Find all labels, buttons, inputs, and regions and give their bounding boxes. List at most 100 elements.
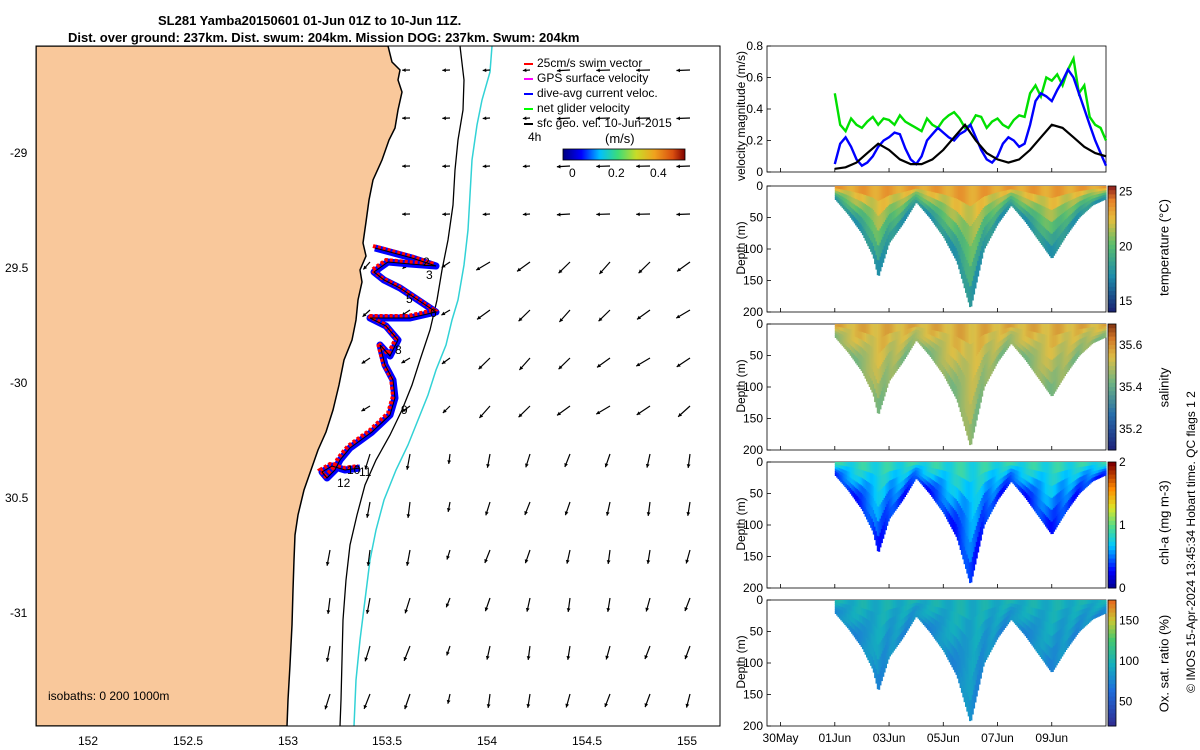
section-cell — [887, 353, 890, 364]
section-cell — [871, 484, 874, 497]
section-cell — [997, 216, 1000, 224]
section-cell — [965, 688, 967, 707]
colorbar-cell — [1108, 571, 1116, 576]
section-cell — [998, 186, 1001, 193]
section-cell — [1011, 327, 1014, 332]
section-cell — [1034, 340, 1037, 349]
section-cell — [1046, 197, 1049, 209]
section-cell — [836, 610, 839, 614]
section-cell — [917, 612, 920, 616]
section-cell — [845, 190, 848, 196]
section-cell — [971, 280, 974, 301]
section-cell — [870, 654, 873, 666]
section-cell — [933, 217, 936, 225]
section-cell — [875, 255, 878, 270]
section-cell — [834, 326, 837, 329]
section-cell — [836, 474, 839, 478]
section-cell — [992, 615, 995, 624]
section-cell — [932, 630, 935, 637]
section-cell — [975, 202, 978, 219]
section-cell — [887, 471, 890, 483]
section-cell — [1091, 337, 1094, 341]
section-cell — [965, 412, 967, 431]
section-cell — [851, 197, 854, 204]
section-cell — [864, 231, 867, 241]
section-cell — [1077, 196, 1080, 203]
section-cell — [1020, 477, 1023, 484]
section-cell — [1054, 357, 1057, 370]
section-cell — [943, 487, 946, 497]
section-cell — [997, 474, 1000, 481]
section-cell — [905, 334, 908, 341]
section-cell — [902, 330, 905, 337]
section-cell — [901, 343, 904, 351]
section-cell — [834, 332, 837, 336]
section-cell — [834, 192, 837, 196]
section-cell — [1077, 489, 1080, 495]
section-cell — [855, 356, 858, 364]
section-cell — [924, 332, 927, 338]
section-cell — [1074, 354, 1077, 361]
section-cell — [940, 339, 943, 349]
section-cell — [880, 324, 883, 338]
section-cell — [1073, 343, 1076, 351]
scale-label: 4h — [528, 130, 542, 144]
section-cell — [1068, 201, 1070, 210]
lon-tick: 152 — [78, 734, 99, 748]
section-cell — [936, 614, 939, 622]
section-cell — [944, 489, 947, 499]
section-cell — [1077, 329, 1080, 336]
section-cell — [1045, 504, 1047, 516]
section-cell — [1073, 481, 1076, 489]
section-cell — [1095, 467, 1098, 472]
section-cell — [1054, 379, 1057, 392]
velocity-vector-head — [365, 609, 370, 614]
section-cell — [997, 600, 1000, 607]
colorbar-cell — [1108, 332, 1116, 338]
section-cell — [939, 208, 942, 217]
section-cell — [993, 200, 996, 209]
section-cell — [902, 342, 905, 349]
section-cell — [838, 609, 841, 613]
section-cell — [958, 489, 961, 504]
section-cell — [1031, 361, 1034, 370]
section-cell — [893, 625, 896, 634]
section-cell — [1013, 324, 1016, 329]
section-cell — [864, 351, 867, 361]
section-cell — [954, 521, 957, 535]
section-cell — [1084, 470, 1087, 476]
section-cell — [847, 480, 849, 486]
section-cell — [1046, 505, 1049, 518]
section-cell — [885, 186, 887, 198]
lat-tick: 29.5 — [5, 261, 29, 275]
section-cell — [882, 211, 885, 225]
section-cell — [880, 350, 883, 365]
section-cell — [1034, 502, 1037, 512]
section-cell — [885, 645, 887, 657]
section-cell — [1023, 467, 1026, 474]
section-cell — [1097, 464, 1100, 468]
section-cell — [1042, 462, 1045, 473]
section-cell — [981, 372, 984, 385]
section-cell — [1066, 186, 1069, 195]
section-cell — [902, 348, 905, 356]
section-cell — [885, 369, 887, 381]
section-cell — [857, 497, 860, 506]
section-cell — [887, 205, 890, 216]
panel-frame — [766, 45, 1107, 173]
velocity-vector-head — [447, 460, 452, 464]
section-cell — [990, 210, 993, 220]
section-cell — [1002, 333, 1005, 340]
section-cell — [904, 623, 906, 630]
section-cell — [1068, 484, 1070, 493]
section-cell — [857, 186, 860, 194]
section-cell — [841, 607, 844, 612]
section-cell — [1019, 486, 1022, 492]
colorbar-cell — [1108, 508, 1116, 513]
section-cell — [875, 351, 878, 367]
section-cell — [948, 610, 951, 622]
section-cell — [1011, 192, 1014, 197]
section-cell — [1092, 477, 1095, 482]
section-cell — [848, 481, 851, 487]
section-cell — [886, 207, 889, 219]
